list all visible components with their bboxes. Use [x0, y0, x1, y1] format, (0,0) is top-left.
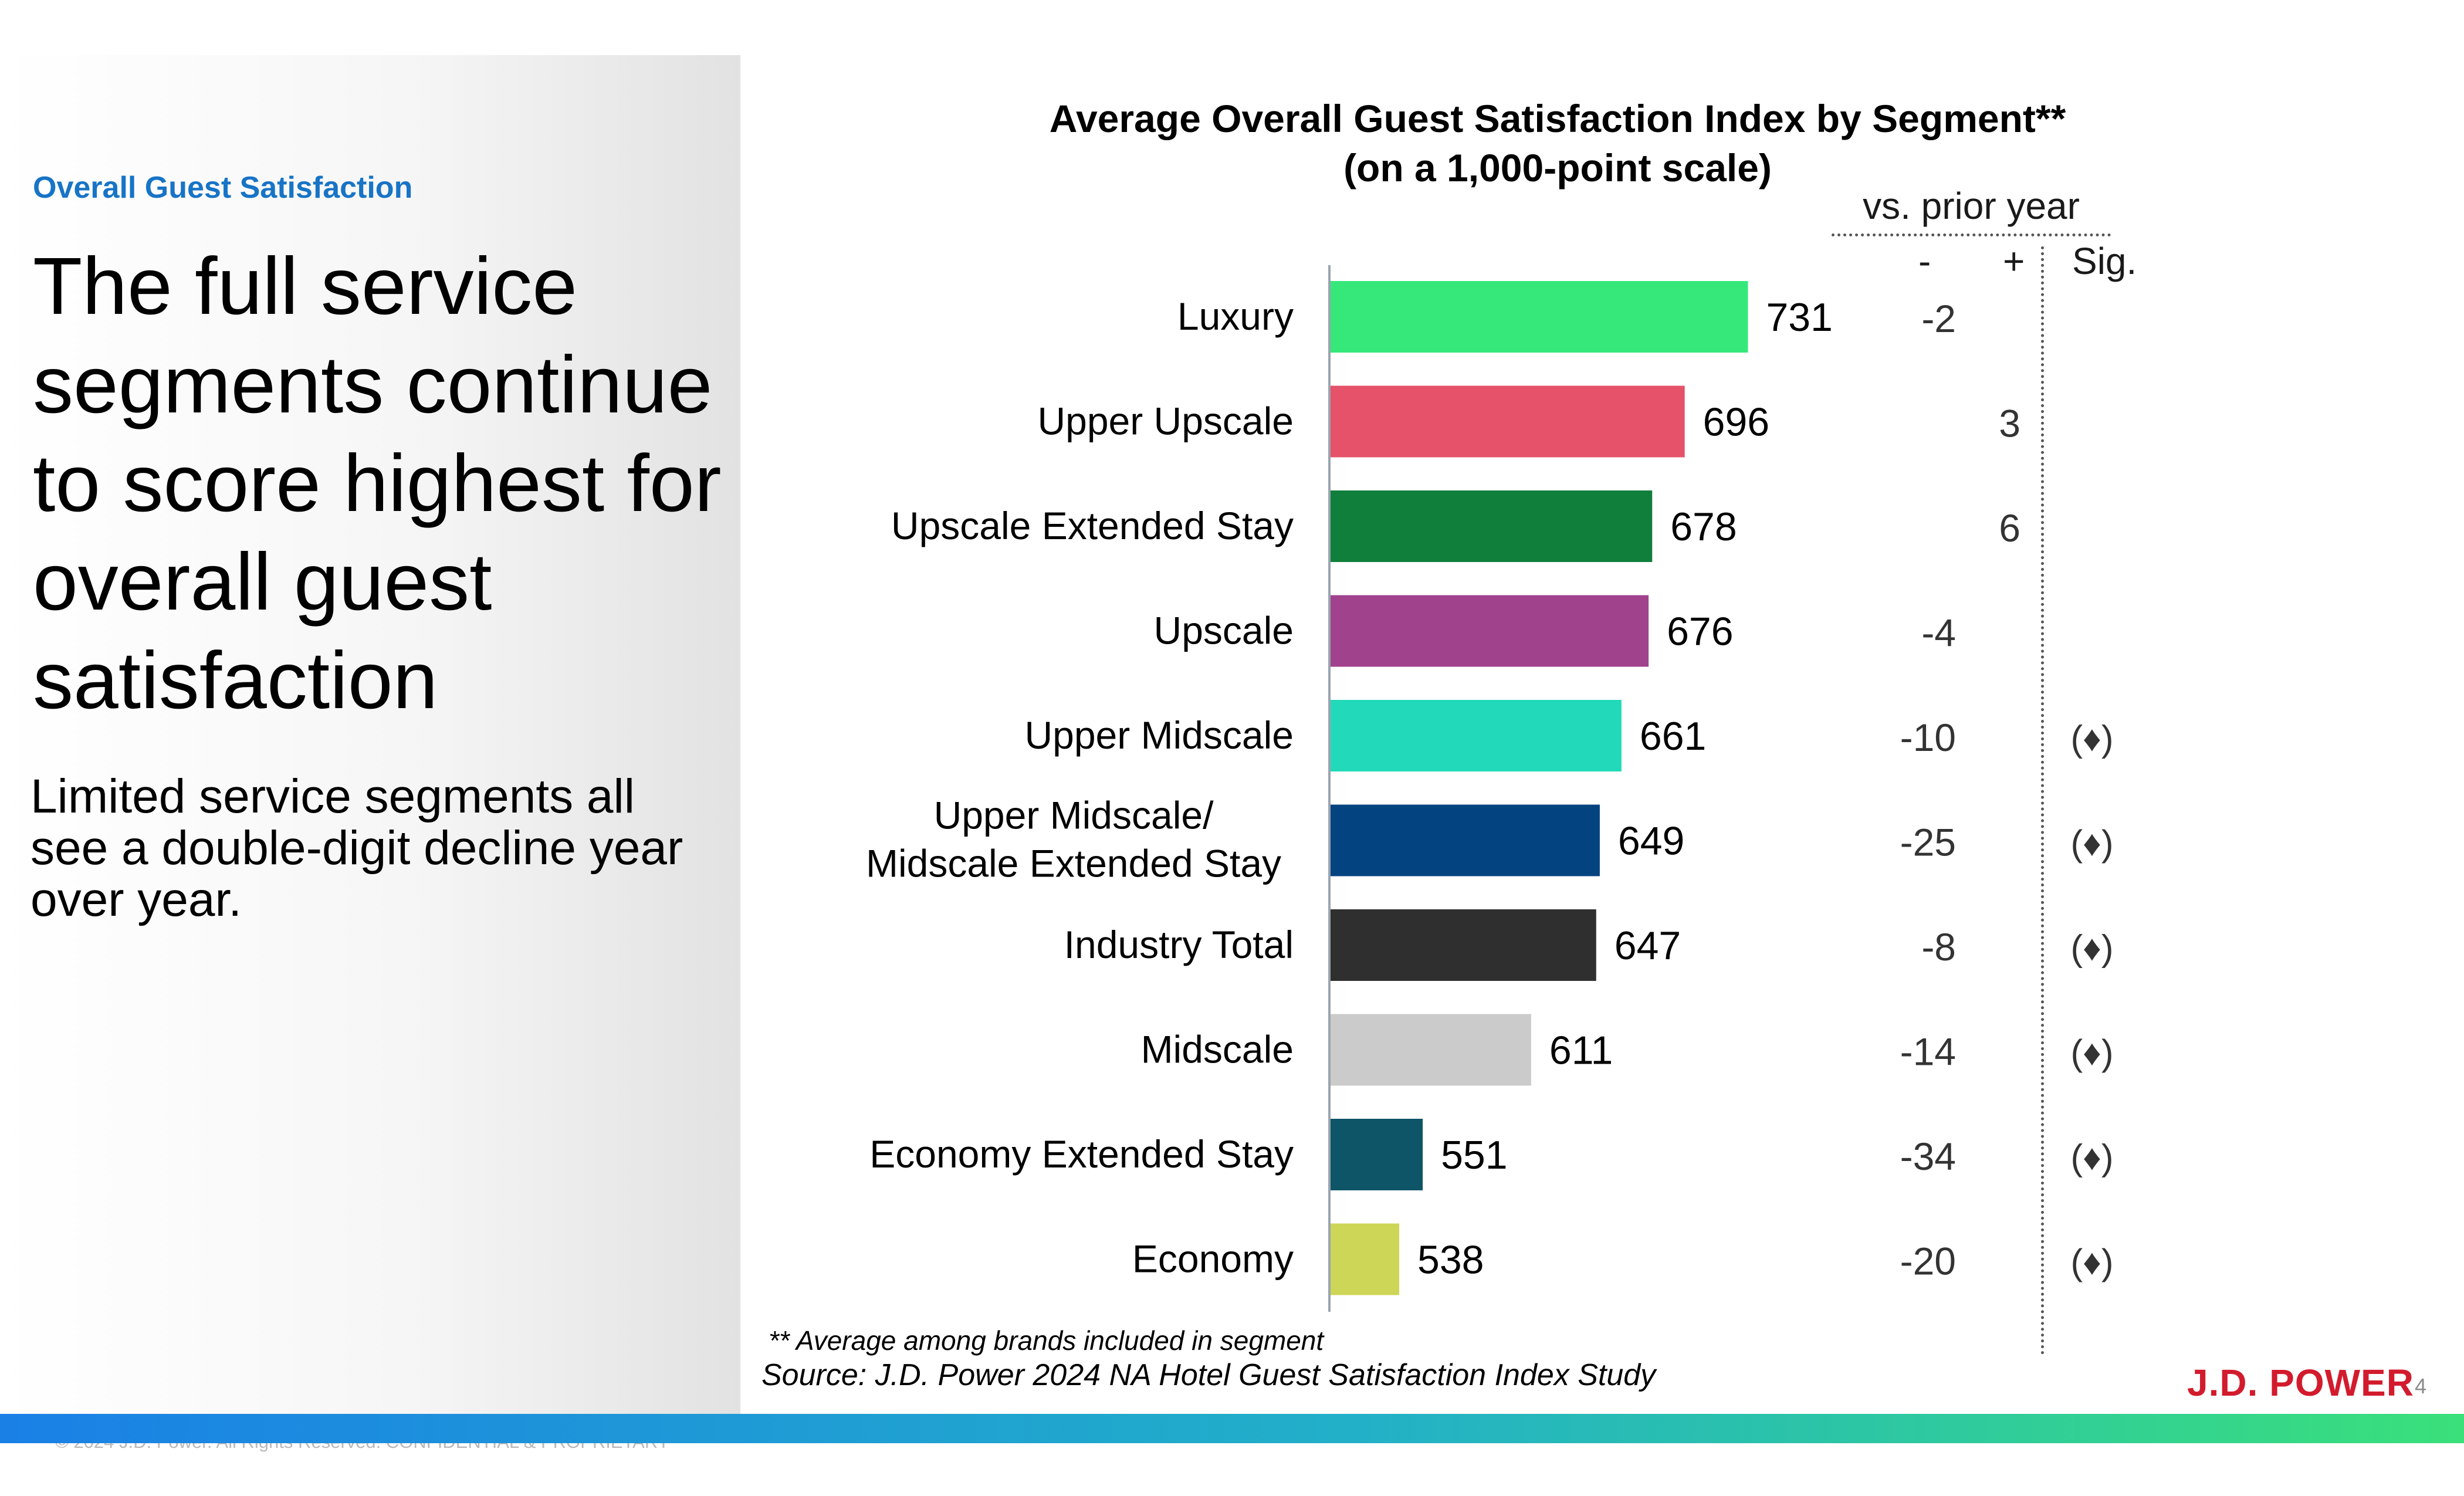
bar: [1331, 595, 1649, 667]
category-label: Economy Extended Stay: [869, 1132, 1294, 1176]
sig-marker: (♦): [2071, 719, 2114, 759]
sig-marker: (♦): [2071, 928, 2114, 969]
category-label: Upscale: [1154, 609, 1294, 652]
bar: [1331, 490, 1653, 562]
change-value: -20: [1900, 1240, 1956, 1283]
category-label: Industry Total: [1064, 923, 1294, 966]
footnote: ** Average among brands included in segm…: [769, 1325, 1324, 1356]
category-label: Midscale Extended Stay: [866, 842, 1281, 885]
vs-prior-year-label: vs. prior year: [1863, 185, 2080, 227]
change-value: -34: [1900, 1135, 1956, 1178]
bar: [1331, 1223, 1400, 1295]
bar: [1331, 909, 1596, 981]
category-label: Economy: [1132, 1237, 1294, 1281]
left-panel: Overall Guest Satisfaction The full serv…: [0, 55, 740, 1452]
category-label: Midscale: [1141, 1028, 1294, 1071]
sig-marker: (♦): [2071, 1138, 2114, 1178]
sig-divider: [2041, 246, 2044, 1355]
change-value: -25: [1900, 821, 1956, 864]
value-label: 661: [1640, 714, 1706, 759]
change-value: -14: [1900, 1030, 1956, 1074]
value-label: 696: [1703, 400, 1769, 445]
change-value: -8: [1921, 925, 1956, 969]
value-label: 649: [1618, 819, 1684, 864]
category-label: Upper Midscale/: [934, 794, 1214, 837]
headline: The full service segments continue to sc…: [33, 241, 722, 726]
sig-marker: (♦): [2071, 824, 2114, 864]
category-label: Upper Upscale: [1037, 400, 1294, 443]
change-value: 6: [1999, 506, 2020, 550]
plus-header: +: [2003, 240, 2025, 282]
subtext: Limited service segments all see a doubl…: [31, 770, 683, 926]
source-note: Source: J.D. Power 2024 NA Hotel Guest S…: [761, 1358, 1656, 1392]
sig-marker: (♦): [2071, 1243, 2114, 1283]
section-label: Overall Guest Satisfaction: [33, 171, 413, 205]
category-label: Upscale Extended Stay: [891, 504, 1294, 547]
value-label: 678: [1670, 505, 1737, 549]
vs-prior-year-rule: [1832, 233, 2111, 236]
chart-subtitle: (on a 1,000-point scale): [1343, 146, 1772, 189]
value-label: 538: [1417, 1238, 1484, 1282]
category-label: Upper Midscale: [1024, 713, 1294, 757]
bar: [1331, 804, 1600, 876]
value-label: 731: [1766, 295, 1832, 340]
change-value: 3: [1999, 402, 2020, 445]
bar: [1331, 1014, 1531, 1086]
bottom-gradient-bar: [0, 1414, 2464, 1443]
change-value: -4: [1921, 611, 1956, 655]
change-value: -10: [1900, 716, 1956, 759]
bar: [1331, 700, 1622, 771]
minus-header: -: [1918, 240, 1931, 282]
bar: [1331, 281, 1748, 353]
jd-power-logo: J.D. POWER: [2187, 1362, 2414, 1404]
bar: [1331, 1119, 1423, 1190]
sig-marker: (♦): [2071, 1033, 2114, 1074]
sig-header: Sig.: [2072, 240, 2137, 282]
change-value: -2: [1921, 297, 1956, 340]
value-label: 647: [1615, 923, 1681, 968]
category-label: Luxury: [1177, 295, 1294, 338]
value-label: 676: [1667, 610, 1733, 654]
value-label: 551: [1441, 1133, 1507, 1177]
page-number: 4: [2415, 1374, 2427, 1398]
chart-title-main: Average Overall Guest Satisfaction Index…: [1049, 97, 2066, 140]
chart-title: Average Overall Guest Satisfaction Index…: [927, 94, 2188, 192]
bar: [1331, 385, 1685, 458]
value-label: 611: [1549, 1028, 1613, 1073]
